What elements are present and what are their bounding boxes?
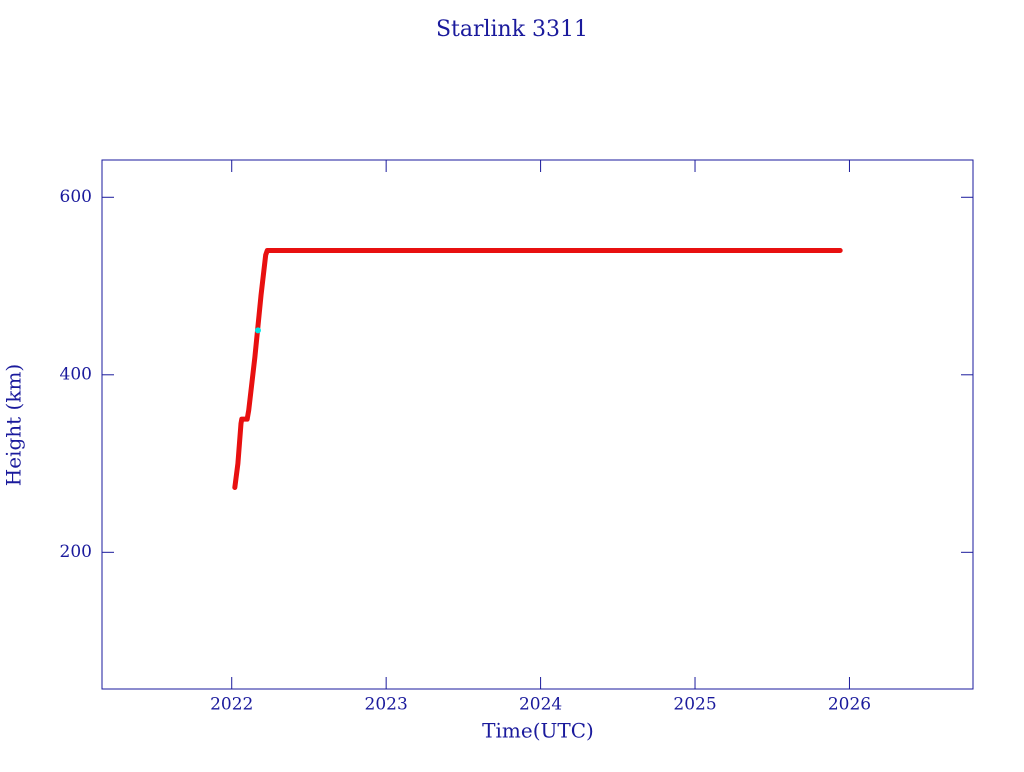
y-tick-label: 400 (60, 364, 92, 384)
x-axis-label: Time(UTC) (482, 719, 594, 743)
chart-title: Starlink 3311 (436, 17, 588, 42)
height-point (254, 327, 261, 334)
plot-frame (101, 159, 974, 690)
x-tick-label: 2023 (365, 695, 408, 715)
x-tick-label: 2022 (210, 695, 253, 715)
x-tick-label: 2026 (828, 695, 871, 715)
y-tick-label: 600 (60, 187, 92, 207)
height-line (232, 248, 843, 491)
x-tick-label: 2025 (673, 695, 716, 715)
x-tick-label: 2024 (519, 695, 562, 715)
y-tick-label: 200 (60, 542, 92, 562)
y-axis-label: Height (km) (2, 364, 26, 486)
